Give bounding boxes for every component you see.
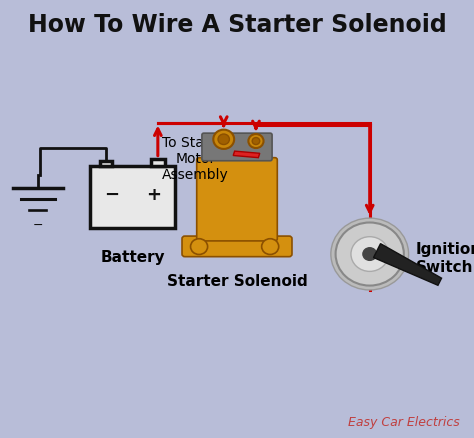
Circle shape: [218, 134, 229, 145]
FancyBboxPatch shape: [202, 133, 272, 161]
Polygon shape: [374, 244, 442, 285]
FancyBboxPatch shape: [182, 236, 292, 257]
Circle shape: [191, 239, 208, 254]
Circle shape: [248, 134, 264, 148]
Text: −: −: [33, 219, 43, 232]
Bar: [90, 166, 175, 228]
Circle shape: [213, 130, 234, 149]
Bar: [100, 161, 112, 166]
Text: Starter Solenoid: Starter Solenoid: [167, 274, 307, 289]
Bar: [151, 159, 165, 166]
Text: To Starter
Motor
Assembly: To Starter Motor Assembly: [162, 136, 229, 182]
Circle shape: [252, 138, 260, 145]
FancyBboxPatch shape: [197, 158, 277, 241]
Polygon shape: [233, 151, 260, 158]
Circle shape: [336, 223, 404, 286]
Text: Easy Car Electrics: Easy Car Electrics: [348, 416, 460, 429]
Circle shape: [331, 218, 409, 290]
Circle shape: [351, 237, 389, 272]
Text: How To Wire A Starter Solenoid: How To Wire A Starter Solenoid: [27, 13, 447, 37]
Text: Ignition
Switch: Ignition Switch: [416, 242, 474, 275]
Text: +: +: [146, 186, 162, 204]
Text: −: −: [104, 186, 119, 204]
Text: Battery: Battery: [100, 250, 165, 265]
Circle shape: [262, 239, 279, 254]
Circle shape: [363, 248, 376, 260]
